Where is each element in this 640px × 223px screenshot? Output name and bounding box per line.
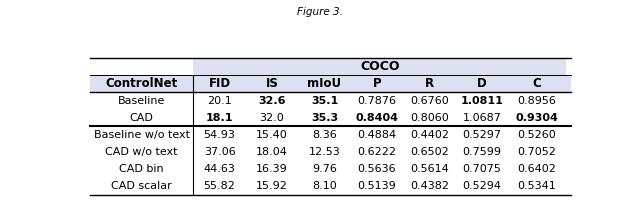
Text: 0.5260: 0.5260 bbox=[518, 130, 557, 140]
Text: R: R bbox=[425, 77, 434, 90]
Text: 0.7876: 0.7876 bbox=[357, 96, 396, 106]
Text: COCO: COCO bbox=[360, 60, 399, 73]
Text: 0.4884: 0.4884 bbox=[357, 130, 396, 140]
Text: 0.8060: 0.8060 bbox=[410, 113, 449, 123]
Text: 0.5294: 0.5294 bbox=[462, 182, 501, 192]
Text: 8.10: 8.10 bbox=[312, 182, 337, 192]
Text: FID: FID bbox=[209, 77, 230, 90]
Text: 0.5297: 0.5297 bbox=[462, 130, 501, 140]
Text: 0.7599: 0.7599 bbox=[462, 147, 501, 157]
Text: 37.06: 37.06 bbox=[204, 147, 236, 157]
Text: 0.8404: 0.8404 bbox=[355, 113, 399, 123]
Text: 15.40: 15.40 bbox=[256, 130, 288, 140]
Text: mIoU: mIoU bbox=[307, 77, 342, 90]
Text: 32.6: 32.6 bbox=[259, 96, 286, 106]
Text: 0.6760: 0.6760 bbox=[410, 96, 449, 106]
Text: Baseline: Baseline bbox=[118, 96, 165, 106]
Text: 35.1: 35.1 bbox=[311, 96, 338, 106]
Text: 12.53: 12.53 bbox=[308, 147, 340, 157]
Text: 0.6222: 0.6222 bbox=[357, 147, 396, 157]
Text: 0.7052: 0.7052 bbox=[518, 147, 557, 157]
Text: 35.3: 35.3 bbox=[311, 113, 338, 123]
Text: 0.9304: 0.9304 bbox=[516, 113, 559, 123]
Text: ControlNet: ControlNet bbox=[106, 77, 178, 90]
Text: 32.0: 32.0 bbox=[260, 113, 284, 123]
Text: 15.92: 15.92 bbox=[256, 182, 288, 192]
Text: 0.6402: 0.6402 bbox=[518, 164, 557, 174]
Text: 0.6502: 0.6502 bbox=[410, 147, 449, 157]
Text: 44.63: 44.63 bbox=[204, 164, 236, 174]
Text: 0.5341: 0.5341 bbox=[518, 182, 557, 192]
Text: 54.93: 54.93 bbox=[204, 130, 236, 140]
Text: 20.1: 20.1 bbox=[207, 96, 232, 106]
Text: 18.04: 18.04 bbox=[256, 147, 288, 157]
Text: CAD bin: CAD bin bbox=[119, 164, 164, 174]
Text: 1.0687: 1.0687 bbox=[462, 113, 501, 123]
Text: 18.1: 18.1 bbox=[206, 113, 234, 123]
Text: 0.4382: 0.4382 bbox=[410, 182, 449, 192]
Text: C: C bbox=[532, 77, 541, 90]
Text: Baseline w/o text: Baseline w/o text bbox=[93, 130, 189, 140]
Text: 55.82: 55.82 bbox=[204, 182, 236, 192]
Text: 0.7075: 0.7075 bbox=[462, 164, 501, 174]
Text: IS: IS bbox=[266, 77, 278, 90]
Text: CAD scalar: CAD scalar bbox=[111, 182, 172, 192]
Text: 1.0811: 1.0811 bbox=[460, 96, 503, 106]
Text: 8.36: 8.36 bbox=[312, 130, 337, 140]
Text: P: P bbox=[372, 77, 381, 90]
Text: 0.5614: 0.5614 bbox=[410, 164, 449, 174]
Text: 0.4402: 0.4402 bbox=[410, 130, 449, 140]
Text: 9.76: 9.76 bbox=[312, 164, 337, 174]
Text: 0.5636: 0.5636 bbox=[358, 164, 396, 174]
Text: 0.5139: 0.5139 bbox=[358, 182, 396, 192]
Text: D: D bbox=[477, 77, 486, 90]
Text: 0.8956: 0.8956 bbox=[518, 96, 557, 106]
Text: Figure 3.: Figure 3. bbox=[297, 7, 343, 17]
Text: CAD: CAD bbox=[130, 113, 154, 123]
Text: CAD w/o text: CAD w/o text bbox=[106, 147, 178, 157]
Text: 16.39: 16.39 bbox=[256, 164, 288, 174]
